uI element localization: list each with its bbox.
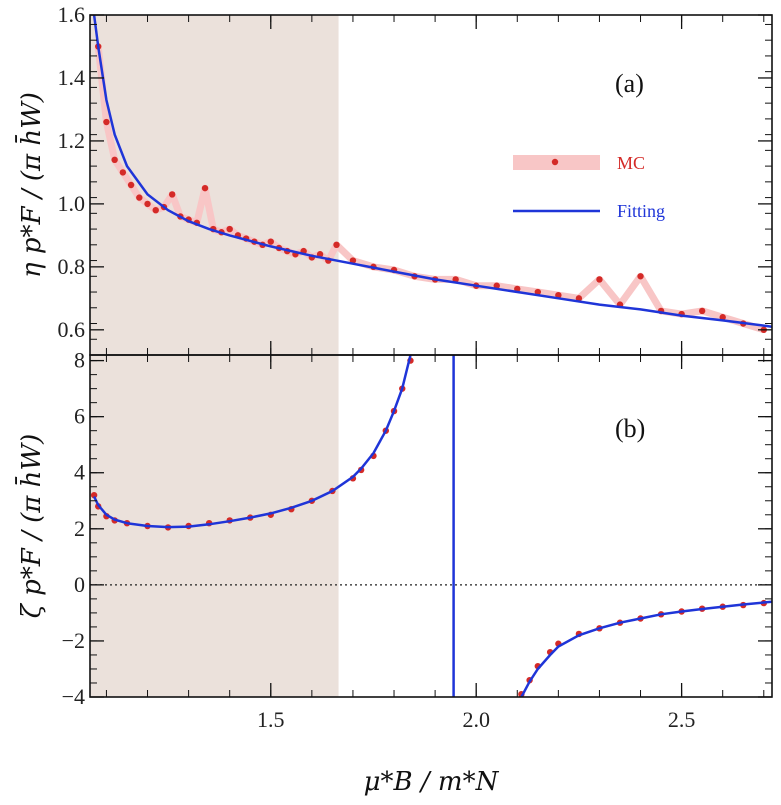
- panel-b: −4 −2 0 2 4 6 8 1.5 2.0 2.5 (b): [62, 348, 772, 732]
- panel-a-y-axis-title: η p*F / (π h̄W): [14, 92, 47, 278]
- mc-point-a: [637, 273, 644, 280]
- panel-b-ytick-label: 4: [74, 460, 85, 485]
- mc-point-a: [144, 200, 151, 208]
- panel-b-xtick-label: 2.0: [462, 707, 490, 732]
- panel-a-ytick-label: 1.0: [58, 191, 86, 216]
- legend-mc-marker: [551, 158, 559, 166]
- panel-b-ytick-label: −2: [62, 628, 85, 653]
- mc-point-a: [127, 181, 135, 189]
- mc-point-a: [119, 169, 127, 176]
- panel-b-frame: [89, 354, 773, 698]
- mc-point-a: [575, 295, 583, 302]
- panel-b-xtick-label: 1.5: [257, 707, 285, 732]
- legend-mc-label: MC: [617, 153, 645, 173]
- panel-b-ytick-label: −4: [62, 684, 85, 709]
- legend: MC Fitting: [513, 153, 665, 221]
- x-axis-title: μ*B / m*N: [364, 767, 500, 797]
- panel-b-ytick-label: 0: [74, 572, 85, 597]
- panel-a-ytick-label: 0.8: [58, 254, 86, 279]
- panel-b-label: (b): [615, 414, 645, 443]
- mc-point-a: [168, 191, 176, 198]
- panel-b-y-axis-title: ζ p*F / (π h̄W): [14, 434, 47, 618]
- panel-a-fit-line: [92, 15, 772, 328]
- panel-a-ticks: 0.6 0.8 1.0 1.2 1.4 1.6: [58, 2, 772, 356]
- panel-b-xtick-label: 2.5: [668, 707, 696, 732]
- mc-point-a: [698, 307, 706, 315]
- panel-b-ytick-label: 6: [74, 404, 85, 429]
- panel-a-label: (a): [615, 69, 644, 98]
- panel-b-ticks: −4 −2 0 2 4 6 8 1.5 2.0 2.5: [62, 348, 772, 732]
- mc-point-a: [333, 241, 340, 249]
- panel-b-ytick-label: 2: [74, 516, 85, 541]
- mc-point-a: [136, 194, 143, 201]
- mc-point-a: [111, 156, 118, 164]
- panel-a: 0.6 0.8 1.0 1.2 1.4 1.6 (a) MC Fitting: [58, 2, 772, 356]
- panel-a-ytick-label: 1.6: [58, 2, 86, 27]
- fit-line-b-segment-2: [520, 600, 772, 697]
- panel-a-ytick-label: 1.2: [58, 128, 86, 153]
- panel-a-ytick-label: 1.4: [58, 65, 86, 90]
- mc-point-a: [103, 118, 110, 126]
- mc-point-a: [201, 184, 209, 192]
- panel-b-fit-lines: [92, 355, 772, 697]
- mc-point-a: [152, 206, 159, 214]
- mc-point-a: [267, 238, 274, 245]
- mc-point-a: [226, 225, 233, 233]
- fit-line-b-segment-0: [92, 355, 412, 529]
- panel-b-ytick-label: 8: [74, 348, 85, 373]
- mc-point-a: [719, 314, 726, 321]
- panel-a-ytick-label: 0.6: [58, 317, 86, 342]
- panel-b-shaded-region: [90, 355, 339, 697]
- mc-point-a: [596, 276, 603, 283]
- mc-point-b: [90, 491, 98, 499]
- legend-fit-label: Fitting: [617, 201, 665, 221]
